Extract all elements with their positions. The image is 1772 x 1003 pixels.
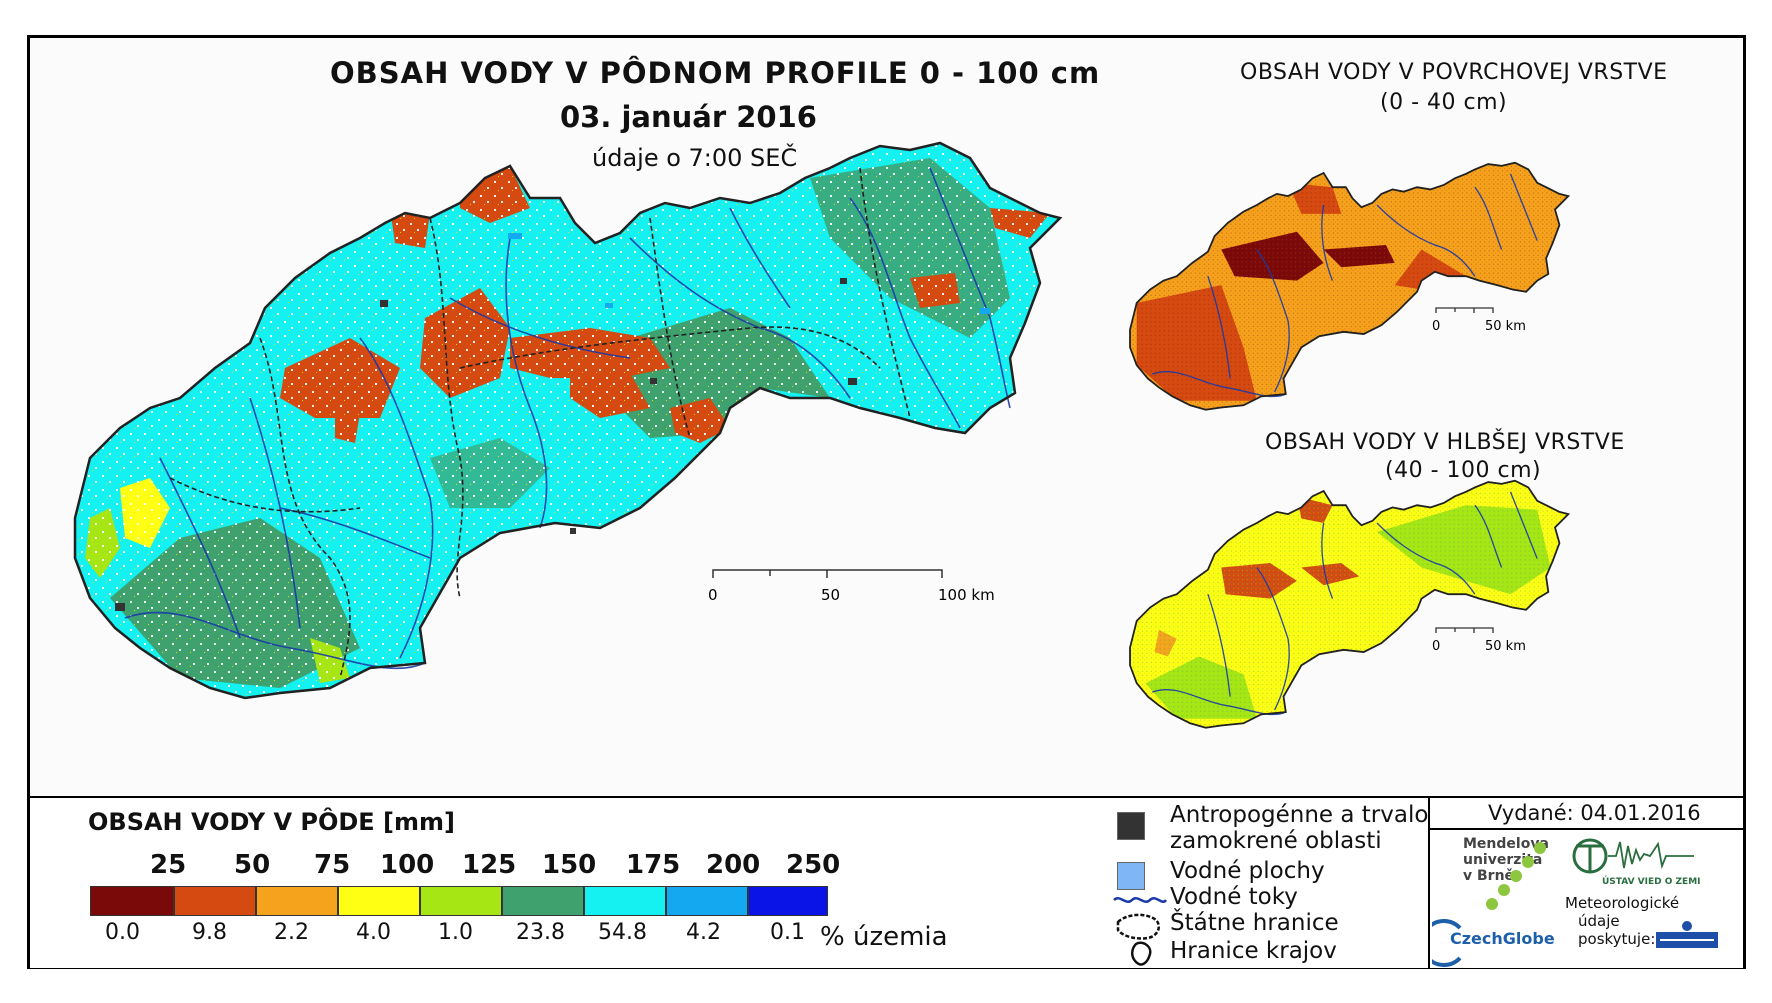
water-area-label: Vodné plochy bbox=[1170, 858, 1325, 884]
mendel-text-3: v Brně bbox=[1463, 868, 1515, 884]
meteo-text-1: Meteorologické bbox=[1565, 894, 1680, 912]
map-frame: OBSAH VODY V PÔDNOM PROFILE 0 - 100 cm 0… bbox=[27, 35, 1746, 969]
legend-swatch-9 bbox=[748, 886, 828, 916]
main-scale-label-100: 100 km bbox=[938, 586, 995, 604]
deep-soil-map bbox=[1129, 479, 1570, 729]
legend-swatch-5 bbox=[420, 886, 502, 916]
footer-divider-horizontal bbox=[1428, 828, 1743, 830]
meteo-text-3: poskytuje: bbox=[1578, 930, 1656, 948]
river-line-symbol bbox=[1113, 897, 1168, 903]
czechglobe-label: CzechGlobe bbox=[1450, 929, 1555, 948]
legend-panel: OBSAH VODY V PÔDE [mm] 25 50 75 100 125 … bbox=[30, 796, 1743, 968]
region-border-label: Hranice krajov bbox=[1170, 938, 1337, 964]
legend-pct-6: 23.8 bbox=[516, 920, 565, 945]
surface-soil-map bbox=[1129, 161, 1570, 411]
legend-swatch-4 bbox=[338, 886, 420, 916]
footer-divider bbox=[1428, 798, 1430, 968]
main-scale-label-50: 50 bbox=[821, 586, 840, 604]
main-date: 03. január 2016 bbox=[560, 100, 817, 134]
legend-break-150: 150 bbox=[542, 850, 597, 880]
shmu-logo bbox=[1656, 921, 1718, 948]
deep-title: OBSAH VODY V HLBŠEJ VRSTVE bbox=[1265, 430, 1625, 455]
legend-pct-8: 4.2 bbox=[686, 920, 721, 945]
region-border-symbol bbox=[1131, 941, 1152, 966]
deep-scale-label-0: 0 bbox=[1432, 639, 1440, 654]
main-soil-map bbox=[73, 141, 1062, 700]
legend-pct-4: 4.0 bbox=[356, 920, 391, 945]
main-time: údaje o 7:00 SEČ bbox=[592, 144, 798, 172]
legend-break-250: 250 bbox=[786, 850, 841, 880]
legend-pct-2: 9.8 bbox=[192, 920, 227, 945]
deep-depth: (40 - 100 cm) bbox=[1385, 458, 1542, 483]
maps-svg: 0 50 100 km bbox=[73, 141, 1570, 729]
main-scalebar bbox=[712, 569, 943, 578]
main-title: OBSAH VODY V PÔDNOM PROFILE 0 - 100 cm bbox=[330, 56, 1101, 90]
legend-break-200: 200 bbox=[706, 850, 761, 880]
legend-break-100: 100 bbox=[380, 850, 435, 880]
deep-scale-label-50: 50 km bbox=[1485, 639, 1526, 654]
czechglobe-logo: CzechGlobe bbox=[1432, 842, 1555, 967]
main-scale-label-0: 0 bbox=[708, 586, 718, 604]
legend-pct-5: 1.0 bbox=[438, 920, 473, 945]
water-flow-label: Vodné toky bbox=[1170, 884, 1298, 910]
issued-date: Vydané: 04.01.2016 bbox=[1488, 801, 1701, 825]
state-border-symbol bbox=[1116, 913, 1160, 940]
anthropogenic-swatch bbox=[1117, 812, 1145, 840]
percent-territory-label: % územia bbox=[820, 922, 948, 952]
uvz-logo: ÚSTAV VIED O ZEMI bbox=[1572, 838, 1701, 887]
legend-title: OBSAH VODY V PÔDE [mm] bbox=[88, 808, 456, 836]
legend-swatch-8 bbox=[666, 886, 748, 916]
surface-depth: (0 - 40 cm) bbox=[1380, 90, 1508, 115]
legend-swatch-7 bbox=[584, 886, 666, 916]
legend-pct-9: 0.1 bbox=[770, 920, 805, 945]
anthropogenic-label-2: zamokrené oblasti bbox=[1170, 828, 1382, 854]
legend-break-75: 75 bbox=[314, 850, 351, 880]
surface-scale-label-0: 0 bbox=[1432, 319, 1440, 334]
legend-swatch-1 bbox=[90, 886, 174, 916]
uvz-label: ÚSTAV VIED O ZEMI bbox=[1602, 875, 1701, 887]
legend-swatch-3 bbox=[256, 886, 338, 916]
legend-break-50: 50 bbox=[234, 850, 271, 880]
legend-pct-7: 54.8 bbox=[598, 920, 647, 945]
line-symbols bbox=[1113, 897, 1168, 966]
deep-scalebar bbox=[1435, 627, 1494, 633]
state-border-label: Štátne hranice bbox=[1170, 910, 1339, 936]
mendel-text-1: Mendelova bbox=[1463, 836, 1549, 852]
meteo-text-2: údaje bbox=[1578, 912, 1620, 930]
water-area-swatch bbox=[1117, 862, 1145, 890]
legend-break-25: 25 bbox=[150, 850, 187, 880]
surface-title: OBSAH VODY V POVRCHOVEJ VRSTVE bbox=[1240, 60, 1668, 85]
surface-scalebar bbox=[1435, 307, 1494, 313]
legend-break-125: 125 bbox=[462, 850, 517, 880]
anthropogenic-label-1: Antropogénne a trvalo bbox=[1170, 802, 1429, 828]
surface-scale-label-50: 50 km bbox=[1485, 319, 1526, 334]
legend-swatch-2 bbox=[174, 886, 256, 916]
legend-pct-3: 2.2 bbox=[274, 920, 309, 945]
legend-pct-1: 0.0 bbox=[105, 920, 140, 945]
legend-break-175: 175 bbox=[626, 850, 681, 880]
map-area: OBSAH VODY V PÔDNOM PROFILE 0 - 100 cm 0… bbox=[30, 38, 1743, 796]
legend-swatch-6 bbox=[502, 886, 584, 916]
